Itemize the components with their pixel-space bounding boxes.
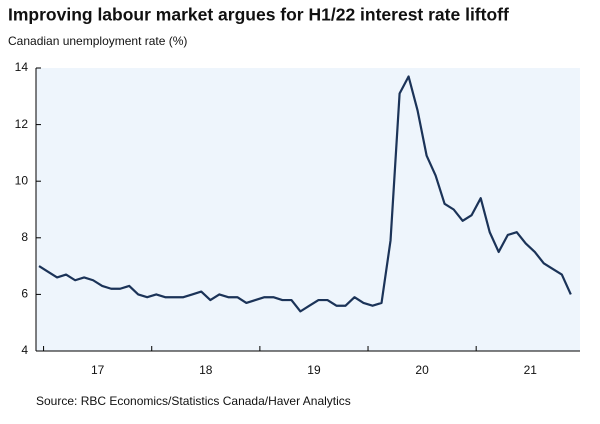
y-tick-label: 10 xyxy=(15,173,29,187)
data-line xyxy=(38,75,572,313)
chart-title: Improving labour market argues for H1/22… xyxy=(8,5,509,25)
y-tick-label: 6 xyxy=(21,287,28,301)
y-tick-label: 4 xyxy=(21,343,28,357)
y-tick-label: 8 xyxy=(21,230,28,244)
x-tick-label: 17 xyxy=(91,363,105,377)
x-tick-label: 21 xyxy=(524,363,538,377)
y-tick-label: 12 xyxy=(15,117,29,131)
y-tick-label: 14 xyxy=(15,60,29,74)
source-note: Source: RBC Economics/Statistics Canada/… xyxy=(36,394,351,408)
x-tick-label: 20 xyxy=(415,363,429,377)
chart-subtitle: Canadian unemployment rate (%) xyxy=(8,34,187,48)
x-tick-label: 19 xyxy=(307,363,321,377)
x-tick-label: 18 xyxy=(199,363,213,377)
plot-background xyxy=(36,68,580,351)
